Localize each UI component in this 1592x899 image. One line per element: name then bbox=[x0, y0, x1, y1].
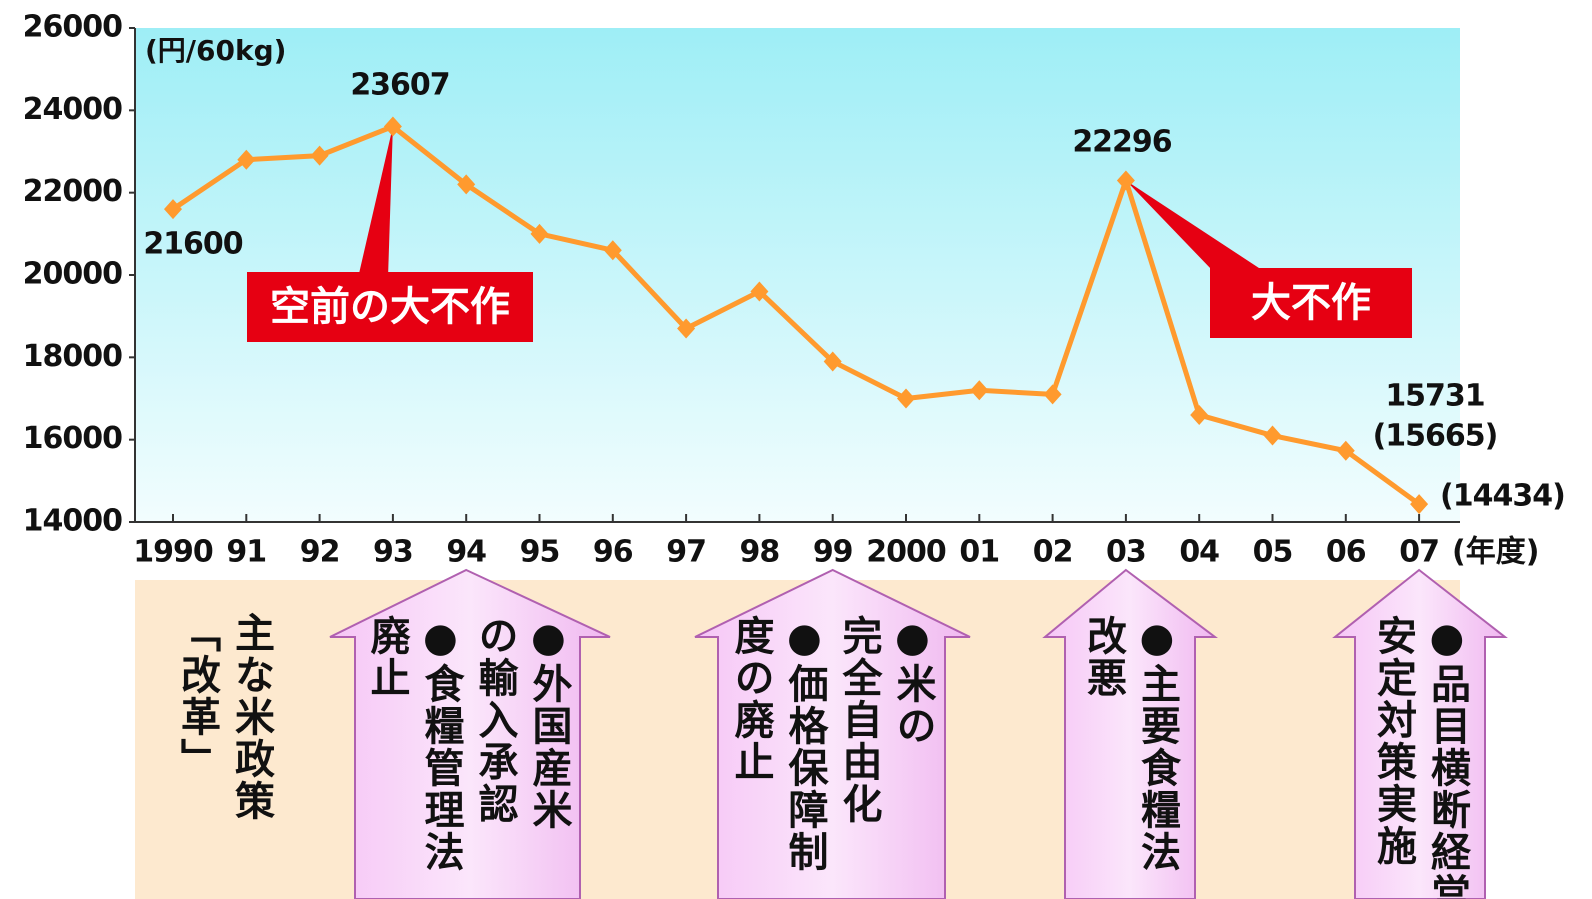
x-tick-label: 2000 bbox=[866, 535, 946, 570]
marker bbox=[823, 351, 842, 372]
marker bbox=[1043, 384, 1062, 405]
marker bbox=[750, 281, 769, 302]
value-label: 21600 bbox=[143, 227, 242, 262]
marker bbox=[1410, 494, 1429, 515]
x-tick-label: 04 bbox=[1179, 535, 1219, 570]
marker bbox=[310, 145, 329, 166]
x-axis-unit: (年度) bbox=[1452, 535, 1539, 570]
value-label: 15731 bbox=[1385, 379, 1484, 414]
marker bbox=[677, 318, 696, 339]
policy-text: ●米の bbox=[889, 615, 936, 747]
x-tick-label: 01 bbox=[959, 535, 999, 570]
x-tick-label: 1990 bbox=[133, 535, 213, 570]
policy-text: 度の廃止 bbox=[727, 615, 774, 783]
y-tick-label: 18000 bbox=[23, 339, 122, 374]
x-tick-label: 97 bbox=[666, 535, 706, 570]
x-tick-label: 07 bbox=[1399, 535, 1439, 570]
x-tick-label: 99 bbox=[813, 535, 853, 570]
y-tick-label: 26000 bbox=[23, 10, 122, 45]
x-tick-label: 06 bbox=[1326, 535, 1366, 570]
x-tick-label: 94 bbox=[446, 535, 486, 570]
policy-text: 完全自由化 bbox=[835, 615, 882, 825]
x-tick-label: 93 bbox=[373, 535, 413, 570]
callout-box bbox=[247, 272, 533, 342]
policy-text: 主な米政策 bbox=[228, 612, 274, 822]
marker bbox=[897, 388, 915, 409]
policy-text: ●価格保障制 bbox=[781, 615, 828, 873]
y-tick-label: 20000 bbox=[23, 257, 122, 292]
x-tick-label: 03 bbox=[1106, 535, 1146, 570]
y-tick-label: 14000 bbox=[23, 504, 122, 539]
marker bbox=[237, 149, 256, 170]
policy-text: ●品目横断経営 bbox=[1424, 615, 1470, 899]
y-tick-label: 16000 bbox=[23, 421, 122, 456]
marker bbox=[1336, 440, 1355, 461]
marker bbox=[530, 223, 549, 244]
y-tick-label: 24000 bbox=[23, 92, 122, 127]
x-tick-label: 96 bbox=[593, 535, 633, 570]
marker bbox=[164, 199, 182, 220]
value-label: 23607 bbox=[350, 68, 449, 103]
marker bbox=[1190, 404, 1209, 425]
marker bbox=[1116, 170, 1135, 191]
callout-text: 空前の大不作 bbox=[270, 284, 510, 330]
value-label: 22296 bbox=[1072, 125, 1171, 160]
marker bbox=[383, 116, 402, 137]
policy-text: 安定対策実施 bbox=[1370, 615, 1416, 867]
line bbox=[171, 123, 1421, 507]
y-tick-label: 22000 bbox=[23, 174, 122, 209]
callout-box bbox=[1210, 268, 1412, 338]
marker bbox=[457, 174, 476, 195]
policy-arrow bbox=[1332, 568, 1508, 899]
policy-text: ●食糧管理法 bbox=[417, 615, 464, 873]
x-tick-label: 02 bbox=[1033, 535, 1073, 570]
x-tick-label: 91 bbox=[226, 535, 266, 570]
policy-column: ●外国産米 の輸入承認 ●食糧管理法 廃止 bbox=[360, 615, 576, 899]
marker bbox=[1263, 425, 1282, 446]
x-tick-label: 92 bbox=[300, 535, 340, 570]
policy-arrow bbox=[329, 568, 611, 899]
policy-column: ●米の 完全自由化 ●価格保障制 度の廃止 bbox=[724, 615, 940, 899]
policy-arrow bbox=[694, 568, 971, 899]
policy-text: 「改革」 bbox=[174, 612, 220, 780]
policy-text: 改悪 bbox=[1080, 615, 1126, 699]
pointer bbox=[1125, 180, 1262, 270]
policy-text: の輸入承認 bbox=[471, 615, 518, 825]
y-axis-label: (円/60kg) bbox=[145, 34, 286, 67]
policy-column: ●品目横断経営 安定対策実施 bbox=[1366, 615, 1474, 899]
panel-label: 主な米政策 「改革」 bbox=[170, 612, 278, 899]
x-tick-label: 95 bbox=[520, 535, 560, 570]
marker bbox=[603, 240, 622, 261]
pointer bbox=[358, 126, 393, 278]
policy-column: ●主要食糧法 改悪 bbox=[1076, 615, 1184, 899]
value-label: (14434) bbox=[1440, 479, 1565, 514]
policy-arrow bbox=[1042, 568, 1218, 899]
marker bbox=[970, 380, 989, 401]
callout-text: 大不作 bbox=[1251, 280, 1371, 326]
policy-text: ●主要食糧法 bbox=[1134, 615, 1180, 873]
policy-text: 廃止 bbox=[363, 615, 410, 699]
x-tick-label: 05 bbox=[1253, 535, 1293, 570]
annotation: (15665) bbox=[1373, 419, 1498, 454]
policy-text: ●外国産米 bbox=[525, 615, 572, 831]
x-tick-label: 98 bbox=[740, 535, 780, 570]
